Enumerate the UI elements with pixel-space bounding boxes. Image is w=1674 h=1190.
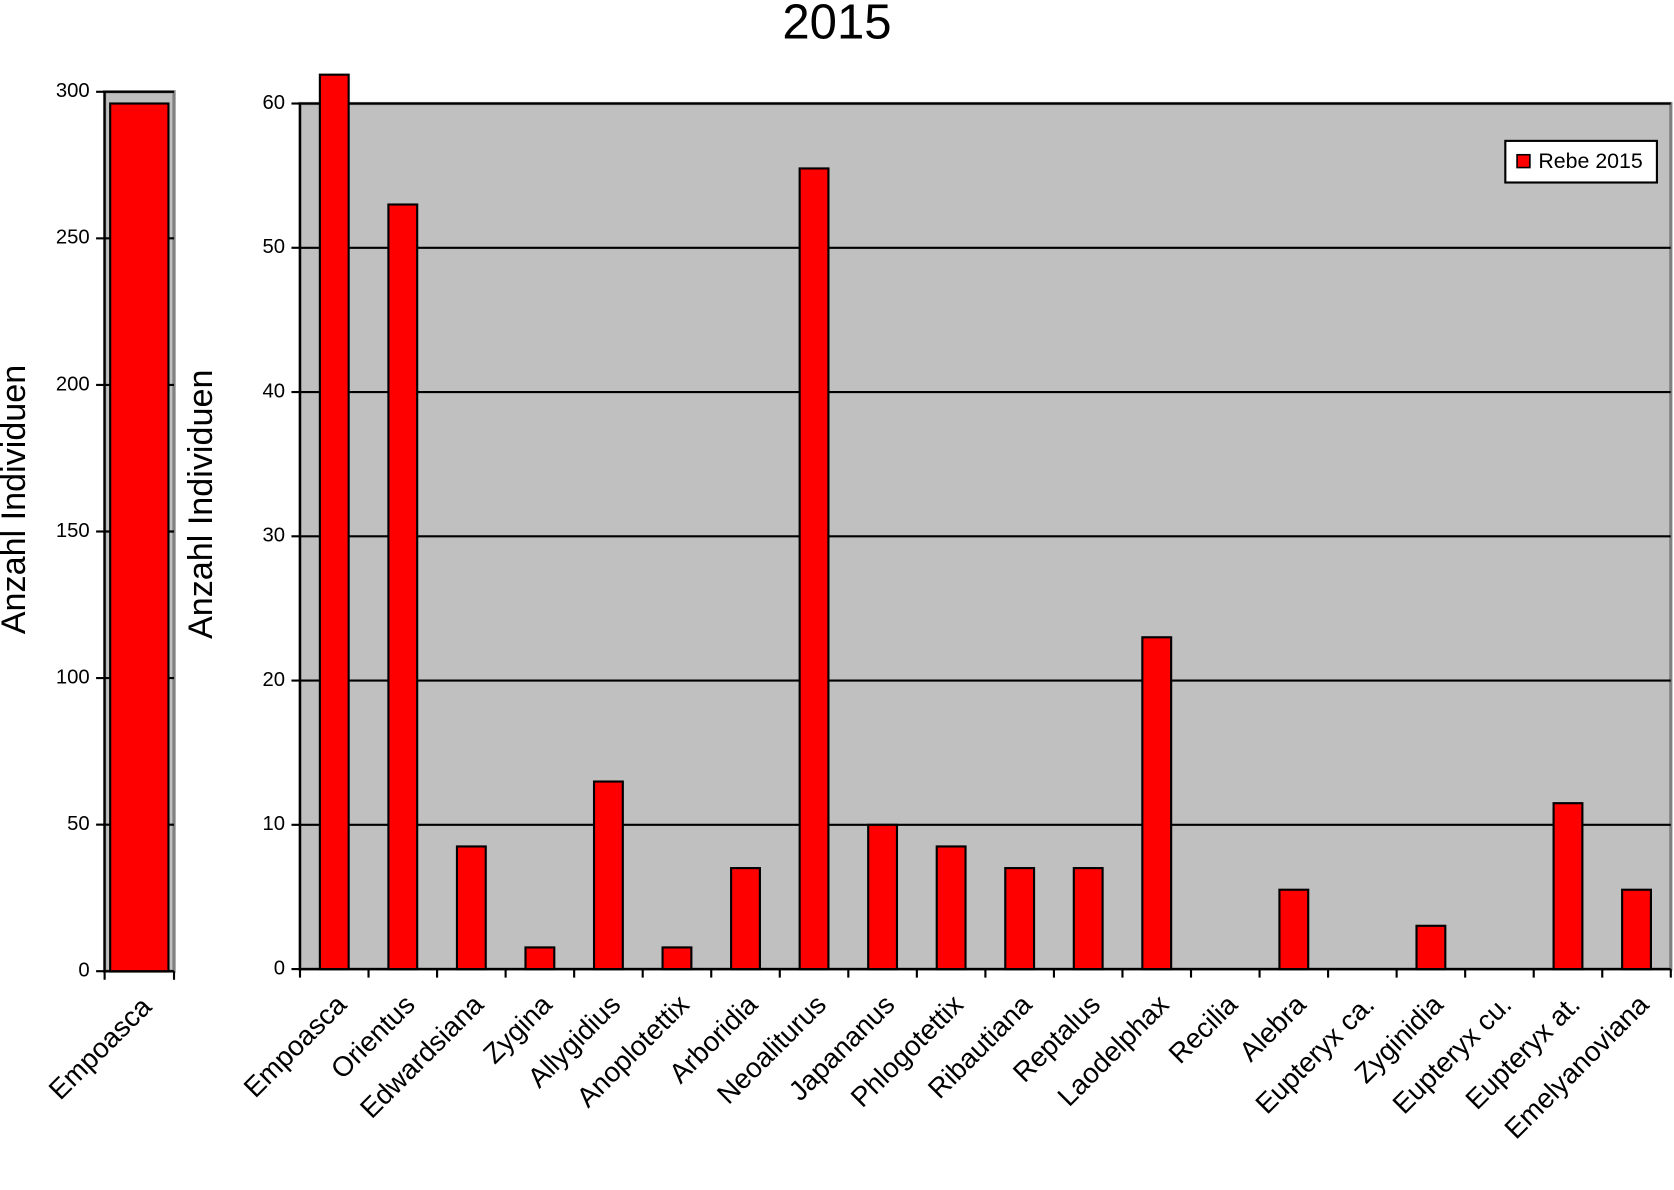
bar (1552, 802, 1584, 971)
bar (387, 203, 419, 971)
x-tick-label: Recilia (1162, 988, 1243, 1069)
y-tick-label: 150 (56, 520, 90, 542)
bar (592, 780, 624, 971)
bar (524, 946, 556, 971)
bar (1072, 867, 1104, 971)
bar (455, 845, 487, 971)
y-tick-label: 10 (262, 813, 285, 835)
y-tick-label: 0 (274, 957, 285, 979)
bar (1278, 888, 1310, 971)
chart-title: 2015 (782, 0, 891, 50)
bar (1004, 867, 1036, 971)
bar (1621, 888, 1652, 971)
y-tick-label: 200 (56, 373, 90, 395)
y-tick-label: 50 (262, 236, 285, 258)
y-tick-label: 60 (262, 92, 285, 114)
y-tick-label: 50 (67, 813, 90, 835)
y-axis-label: Anzahl Individuen (182, 370, 220, 639)
x-tick-label: Empoasca (238, 988, 353, 1103)
legend-label: Rebe 2015 (1538, 149, 1642, 173)
y-tick-label: 250 (56, 227, 90, 249)
bar (798, 167, 830, 971)
y-tick-label: 30 (262, 525, 285, 547)
y-tick-label: 40 (262, 380, 285, 402)
bar (1415, 924, 1447, 971)
legend-swatch (1516, 153, 1531, 169)
bar (109, 102, 170, 973)
bar (661, 946, 693, 971)
legend: Rebe 2015 (1504, 139, 1658, 184)
y-tick-label: 100 (56, 666, 90, 688)
y-tick-label: 300 (56, 80, 90, 102)
y-tick-label: 20 (262, 669, 285, 691)
bar (730, 867, 761, 971)
x-tick-label: Empoasca (43, 990, 158, 1105)
bar (318, 73, 350, 971)
bar (1141, 636, 1173, 971)
y-axis-label: Anzahl Individuen (0, 365, 33, 634)
y-tick-label: 0 (78, 960, 89, 982)
bar (935, 845, 967, 971)
bar (867, 823, 899, 971)
